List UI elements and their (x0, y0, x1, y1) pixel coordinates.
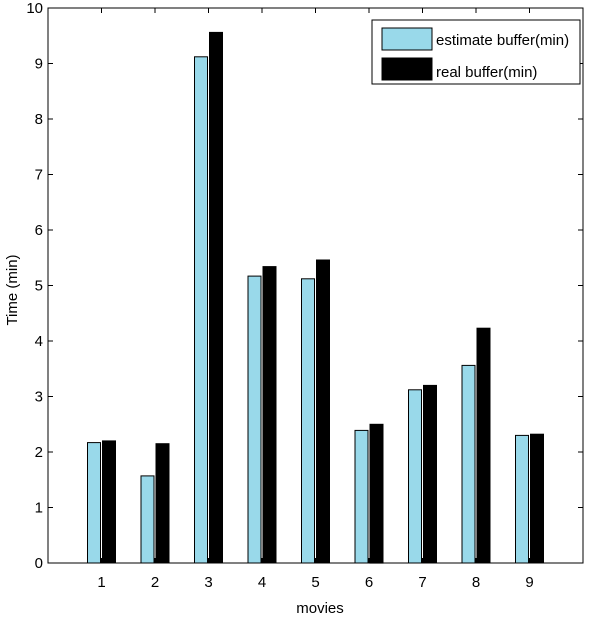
bar-series2-movie-4 (262, 266, 277, 564)
bar-series1-movie-8 (461, 364, 476, 564)
bar-series1-movie-2 (140, 475, 155, 564)
x-tick-label-5: 5 (311, 574, 319, 591)
bar-series2-movie-5 (316, 259, 330, 564)
legend-label-estimate: estimate buffer(min) (436, 32, 569, 49)
y-tick-label-9: 9 (35, 56, 43, 73)
bar-series1-movie-1 (87, 442, 101, 564)
bars (87, 31, 544, 564)
y-tick-label-2: 2 (35, 444, 43, 461)
legend: estimate buffer(min) real buffer(min) (371, 19, 581, 85)
bar-series2-movie-8 (476, 327, 491, 564)
y-axis-title: Time (min) (4, 254, 21, 325)
bar-series1-movie-4 (247, 275, 262, 564)
x-tick-label-4: 4 (258, 574, 266, 591)
y-tick-label-7: 7 (35, 167, 43, 184)
x-tick-label-8: 8 (472, 574, 480, 591)
bar-series2-movie-2 (155, 443, 170, 564)
bar-series1-movie-7 (408, 389, 422, 564)
y-tick-label-4: 4 (35, 333, 43, 350)
y-tick-label-1: 1 (35, 500, 43, 517)
y-tick-label-3: 3 (35, 389, 43, 406)
bar-series2-movie-3 (209, 31, 223, 564)
plot-area (48, 8, 583, 563)
bar-series1-movie-9 (515, 434, 529, 564)
bar-series2-movie-1 (102, 440, 116, 564)
bar-series1-movie-6 (354, 429, 369, 564)
bar-series1-movie-3 (194, 56, 208, 564)
axes: 0 1 2 3 4 5 6 7 8 9 10 1 2 3 4 5 6 7 8 9 (26, 0, 584, 591)
x-tick-label-1: 1 (97, 574, 105, 591)
plot-background (48, 8, 583, 563)
x-tick-label-2: 2 (151, 574, 159, 591)
x-tick-label-6: 6 (365, 574, 373, 591)
legend-label-real: real buffer(min) (436, 64, 537, 81)
x-axis-title: movies (296, 600, 344, 617)
bar-series1-movie-5 (301, 278, 315, 564)
y-tick-label-6: 6 (35, 222, 43, 239)
x-tick-label-3: 3 (204, 574, 212, 591)
y-tick-label-10: 10 (26, 0, 43, 17)
bar-series2-movie-7 (423, 384, 437, 564)
x-tick-label-9: 9 (525, 574, 533, 591)
x-tick-label-7: 7 (418, 574, 426, 591)
legend-swatch-real (381, 57, 433, 81)
y-tick-label-8: 8 (35, 111, 43, 128)
bar-series2-movie-9 (530, 433, 544, 564)
y-tick-label-5: 5 (35, 278, 43, 295)
bar-series2-movie-6 (369, 423, 384, 564)
y-tick-label-0: 0 (35, 555, 43, 572)
legend-swatch-estimate (381, 27, 433, 51)
